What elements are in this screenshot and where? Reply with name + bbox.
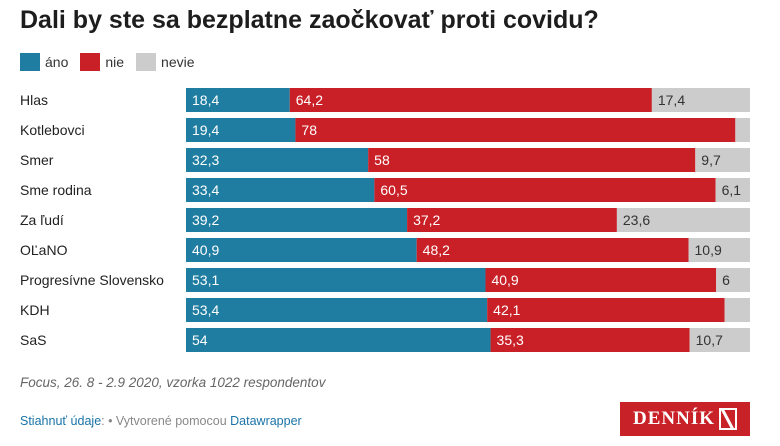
legend-label-ano: áno <box>45 54 69 70</box>
bar-segment-nie <box>374 178 716 202</box>
value-label-nie: 37,2 <box>413 212 440 228</box>
value-label-ano: 54 <box>192 332 208 348</box>
value-label-nie: 40,9 <box>491 272 518 288</box>
bar-segment-nie <box>487 298 725 322</box>
logo-text: DENNÍK <box>632 408 715 429</box>
category-label: Progresívne Slovensko <box>20 272 164 288</box>
value-label-nevie: 23,6 <box>623 212 650 228</box>
value-label-nie: 60,5 <box>380 182 407 198</box>
bar-segment-nevie <box>688 238 750 262</box>
value-label-nevie: 6 <box>722 272 730 288</box>
bar-segment-nie <box>407 208 617 232</box>
bar-row-sme-rodina: Sme rodina 33,4 60,5 6,1 <box>20 178 750 202</box>
category-label: SaS <box>20 332 46 348</box>
value-label-nie: 42,1 <box>493 302 520 318</box>
bar-segment-nie <box>295 118 736 142</box>
value-label-nevie: 6,1 <box>722 182 742 198</box>
bar-segment-nevie <box>715 178 750 202</box>
legend-swatch-ano <box>20 53 40 71</box>
bar-segment-nie <box>368 148 696 172</box>
value-label-ano: 18,4 <box>192 92 219 108</box>
value-label-nevie: 10,9 <box>695 242 722 258</box>
dennik-n-logo[interactable]: DENNÍK <box>620 402 750 436</box>
bar-segment-remainder <box>724 298 750 322</box>
bar-segment-ano <box>186 118 296 142</box>
bar-segment-ano <box>186 148 369 172</box>
value-label-ano: 32,3 <box>192 152 219 168</box>
stacked-bar-chart: Hlas 18,4 64,2 17,4 Kotlebovci 19,4 78 Smer 32,3… <box>0 86 780 356</box>
bar-segment-ano <box>186 328 491 352</box>
bar-row-progresivne-slovensko: Progresívne Slovensko 53,1 40,9 6 <box>20 268 750 292</box>
datawrapper-link[interactable]: Datawrapper <box>230 414 302 428</box>
bar-row-sas: SaS 54 35,3 10,7 <box>20 328 750 352</box>
bar-row-za-ludi: Za ľudí 39,2 37,2 23,6 <box>20 208 750 232</box>
n-mark-icon <box>719 408 737 430</box>
legend-item-nie: nie <box>80 53 124 71</box>
legend-swatch-nie <box>80 53 101 71</box>
bar-segment-nie <box>289 88 652 112</box>
value-label-ano: 19,4 <box>192 122 219 138</box>
bar-segment-ano <box>186 238 417 262</box>
bar-segment-nie <box>485 268 717 292</box>
value-label-nevie: 9,7 <box>701 152 721 168</box>
source-note: Focus, 26. 8 - 2.9 2020, vzorka 1022 res… <box>20 375 326 390</box>
bar-segment-remainder <box>735 118 750 142</box>
bar-segment-ano <box>186 298 488 322</box>
legend-item-ano: áno <box>20 53 68 71</box>
value-label-ano: 33,4 <box>192 182 219 198</box>
value-label-nie: 58 <box>374 152 390 168</box>
legend-label-nevie: nevie <box>161 54 195 70</box>
value-label-ano: 40,9 <box>192 242 219 258</box>
category-label: OĽaNO <box>20 242 68 258</box>
bar-segment-ano <box>186 88 290 112</box>
bar-row-hlas: Hlas 18,4 64,2 17,4 <box>20 88 750 112</box>
bar-segment-ano <box>186 178 375 202</box>
bar-segment-nevie <box>689 328 750 352</box>
category-label: KDH <box>20 302 50 318</box>
footer: Stiahnuť údaje: • Vytvorené pomocou Data… <box>20 414 302 428</box>
legend-swatch-nevie <box>136 53 157 71</box>
bar-segment-nevie <box>695 148 750 172</box>
value-label-nie: 35,3 <box>497 332 524 348</box>
category-label: Smer <box>20 152 54 168</box>
bar-segment-nie <box>490 328 690 352</box>
category-label: Hlas <box>20 92 48 108</box>
footer-separator: : • Vytvorené pomocou <box>101 414 227 428</box>
value-label-nevie: 17,4 <box>658 92 685 108</box>
value-label-ano: 53,4 <box>192 302 219 318</box>
download-data-link[interactable]: Stiahnuť údaje <box>20 414 102 428</box>
bar-segment-ano <box>186 268 486 292</box>
legend-label-nie: nie <box>105 54 125 70</box>
chart-title: Dali by ste sa bezplatne zaočkovať proti… <box>20 6 599 34</box>
chart-svg: Hlas 18,4 64,2 17,4 Kotlebovci 19,4 78 Smer 32,3… <box>20 88 750 352</box>
category-label: Kotlebovci <box>20 122 85 138</box>
value-label-nie: 64,2 <box>296 92 323 108</box>
value-label-nevie: 10,7 <box>696 332 723 348</box>
value-label-nie: 48,2 <box>423 242 450 258</box>
bar-row-kotlebovci: Kotlebovci 19,4 78 <box>20 118 750 142</box>
bar-segment-nevie <box>716 268 750 292</box>
bar-segment-nevie <box>616 208 750 232</box>
category-label: Za ľudí <box>20 212 64 228</box>
bar-row-olano: OĽaNO 40,9 48,2 10,9 <box>20 238 750 262</box>
bar-segment-ano <box>186 208 408 232</box>
value-label-ano: 39,2 <box>192 212 219 228</box>
value-label-ano: 53,1 <box>192 272 219 288</box>
bar-row-smer: Smer 32,3 58 9,7 <box>20 148 750 172</box>
value-label-nie: 78 <box>301 122 317 138</box>
bar-row-kdh: KDH 53,4 42,1 <box>20 298 750 322</box>
bar-segment-nie <box>416 238 689 262</box>
chart-legend: áno nie nevie <box>20 52 207 72</box>
bar-segment-nevie <box>651 88 750 112</box>
category-label: Sme rodina <box>20 182 92 198</box>
legend-item-nevie: nevie <box>136 53 195 71</box>
